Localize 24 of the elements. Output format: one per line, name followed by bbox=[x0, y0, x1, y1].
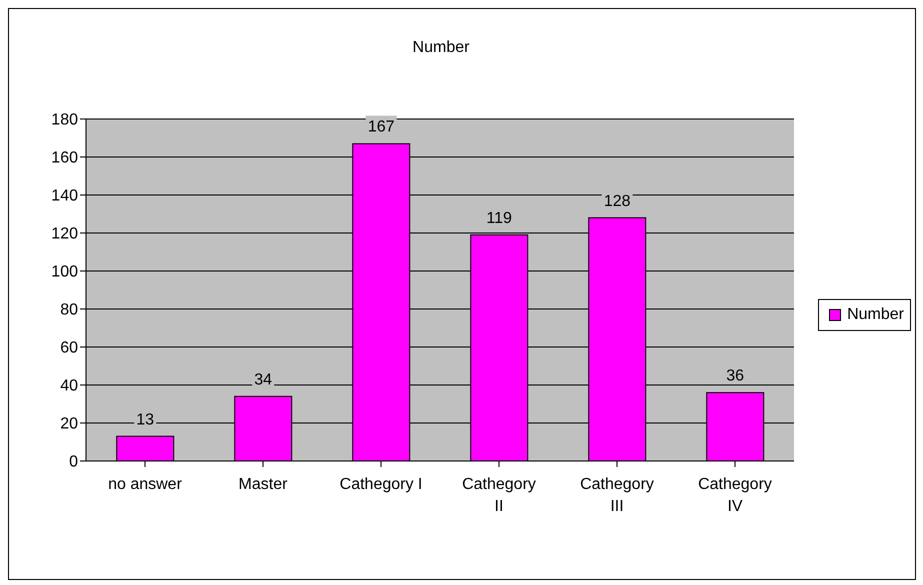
data-label: 119 bbox=[486, 210, 512, 227]
x-tick-label: Cathegory IV bbox=[698, 476, 772, 515]
y-tick-label: 160 bbox=[51, 150, 78, 167]
x-tick-label: Cathegory III bbox=[580, 476, 654, 515]
chart-title: Number bbox=[412, 39, 470, 57]
y-tick-label: 20 bbox=[60, 416, 78, 433]
data-label: 36 bbox=[726, 368, 744, 385]
y-tick-label: 40 bbox=[60, 378, 78, 395]
y-tick-label: 100 bbox=[51, 264, 78, 281]
y-tick-label: 0 bbox=[69, 454, 78, 471]
x-tick-label: Master bbox=[238, 476, 288, 493]
data-label: 128 bbox=[604, 192, 631, 210]
x-tick-label: Cathegory II bbox=[462, 476, 536, 515]
y-tick-label: 120 bbox=[51, 226, 78, 243]
y-tick-label: 60 bbox=[60, 340, 78, 357]
data-label: 13 bbox=[136, 411, 154, 428]
data-label: 34 bbox=[254, 371, 272, 388]
y-tick-label: 140 bbox=[51, 188, 78, 205]
data-label: 167 bbox=[368, 118, 395, 136]
x-tick-label: Cathegory I bbox=[340, 476, 422, 493]
y-tick-label: 80 bbox=[60, 302, 78, 319]
x-tick-label: no answer bbox=[108, 476, 183, 493]
legend-label: Number bbox=[847, 306, 904, 324]
y-tick-label: 180 bbox=[51, 112, 78, 129]
